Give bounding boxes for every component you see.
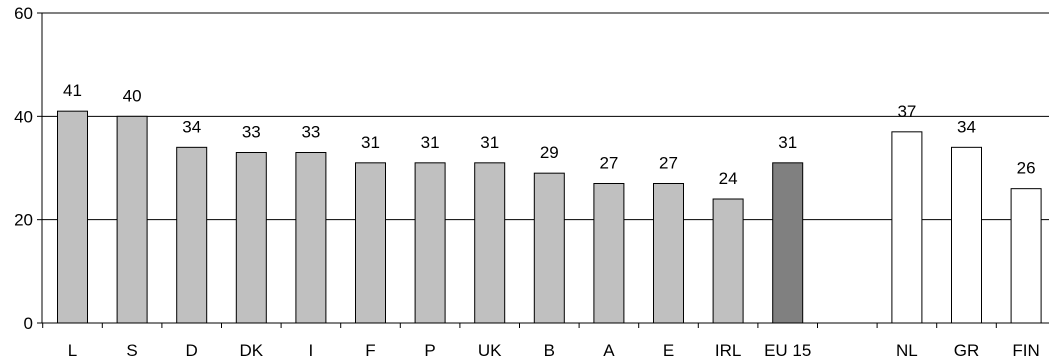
x-category-label: UK: [478, 341, 502, 360]
bar-fin: [1010, 188, 1042, 324]
bar-s: [116, 115, 148, 324]
x-category-label: GR: [954, 341, 980, 360]
x-category-label: NL: [896, 341, 918, 360]
bar-f: [355, 162, 386, 324]
bar-d: [176, 146, 208, 324]
x-category-label: I: [309, 341, 314, 360]
x-category-label: FIN: [1012, 341, 1039, 360]
data-label: 27: [659, 154, 678, 173]
data-label: 34: [957, 117, 976, 136]
data-label: 27: [599, 154, 618, 173]
bar-uk: [474, 162, 506, 324]
x-category-label: F: [365, 341, 375, 360]
x-category-label: E: [663, 341, 674, 360]
axes: [41, 13, 1049, 328]
x-category-label: S: [126, 341, 137, 360]
data-label: 34: [182, 117, 201, 136]
x-category-label: D: [186, 341, 198, 360]
y-tick-label: 60: [14, 4, 33, 23]
x-axis-labels: L S D DK I F P UK B A E IRL EU 15 NL GR FIN: [68, 341, 1040, 360]
bar-gr: [951, 146, 982, 324]
bar-l: [57, 110, 88, 324]
data-label: 26: [1017, 159, 1036, 178]
data-label: 33: [242, 123, 261, 142]
y-tick-label: 40: [14, 107, 33, 126]
bar-irl: [712, 198, 744, 324]
data-label: 33: [301, 123, 320, 142]
data-label: 29: [540, 143, 559, 162]
bar-dk: [235, 152, 267, 324]
data-label: 40: [123, 86, 142, 105]
y-tick-label: 20: [14, 211, 33, 230]
x-category-label: L: [68, 341, 77, 360]
data-label: 41: [63, 81, 82, 100]
data-label: 31: [480, 133, 499, 152]
y-tick-label: 0: [24, 314, 33, 333]
y-axis-ticks: 0 20 40 60: [14, 4, 42, 333]
x-category-label: DK: [239, 341, 263, 360]
x-category-label: EU 15: [764, 341, 811, 360]
bars: [57, 110, 1042, 324]
data-labels: 41 40 34 33 33 31 31 31 29 27 27 24 31 37 34 26: [63, 81, 1036, 188]
x-category-label: B: [544, 341, 555, 360]
data-label: 31: [778, 133, 797, 152]
bar-p: [414, 162, 446, 324]
data-label: 31: [421, 133, 440, 152]
bar-b: [533, 172, 565, 324]
data-label: 37: [897, 102, 916, 121]
bar-a: [593, 183, 625, 324]
bar-i: [295, 152, 327, 324]
x-category-label: P: [424, 341, 435, 360]
bar-nl: [891, 131, 923, 324]
x-category-label: IRL: [715, 341, 741, 360]
data-label: 24: [719, 169, 738, 188]
bar-e: [653, 183, 684, 324]
bar-eu-15: [772, 162, 804, 324]
data-label: 31: [361, 133, 380, 152]
x-category-label: A: [603, 341, 615, 360]
